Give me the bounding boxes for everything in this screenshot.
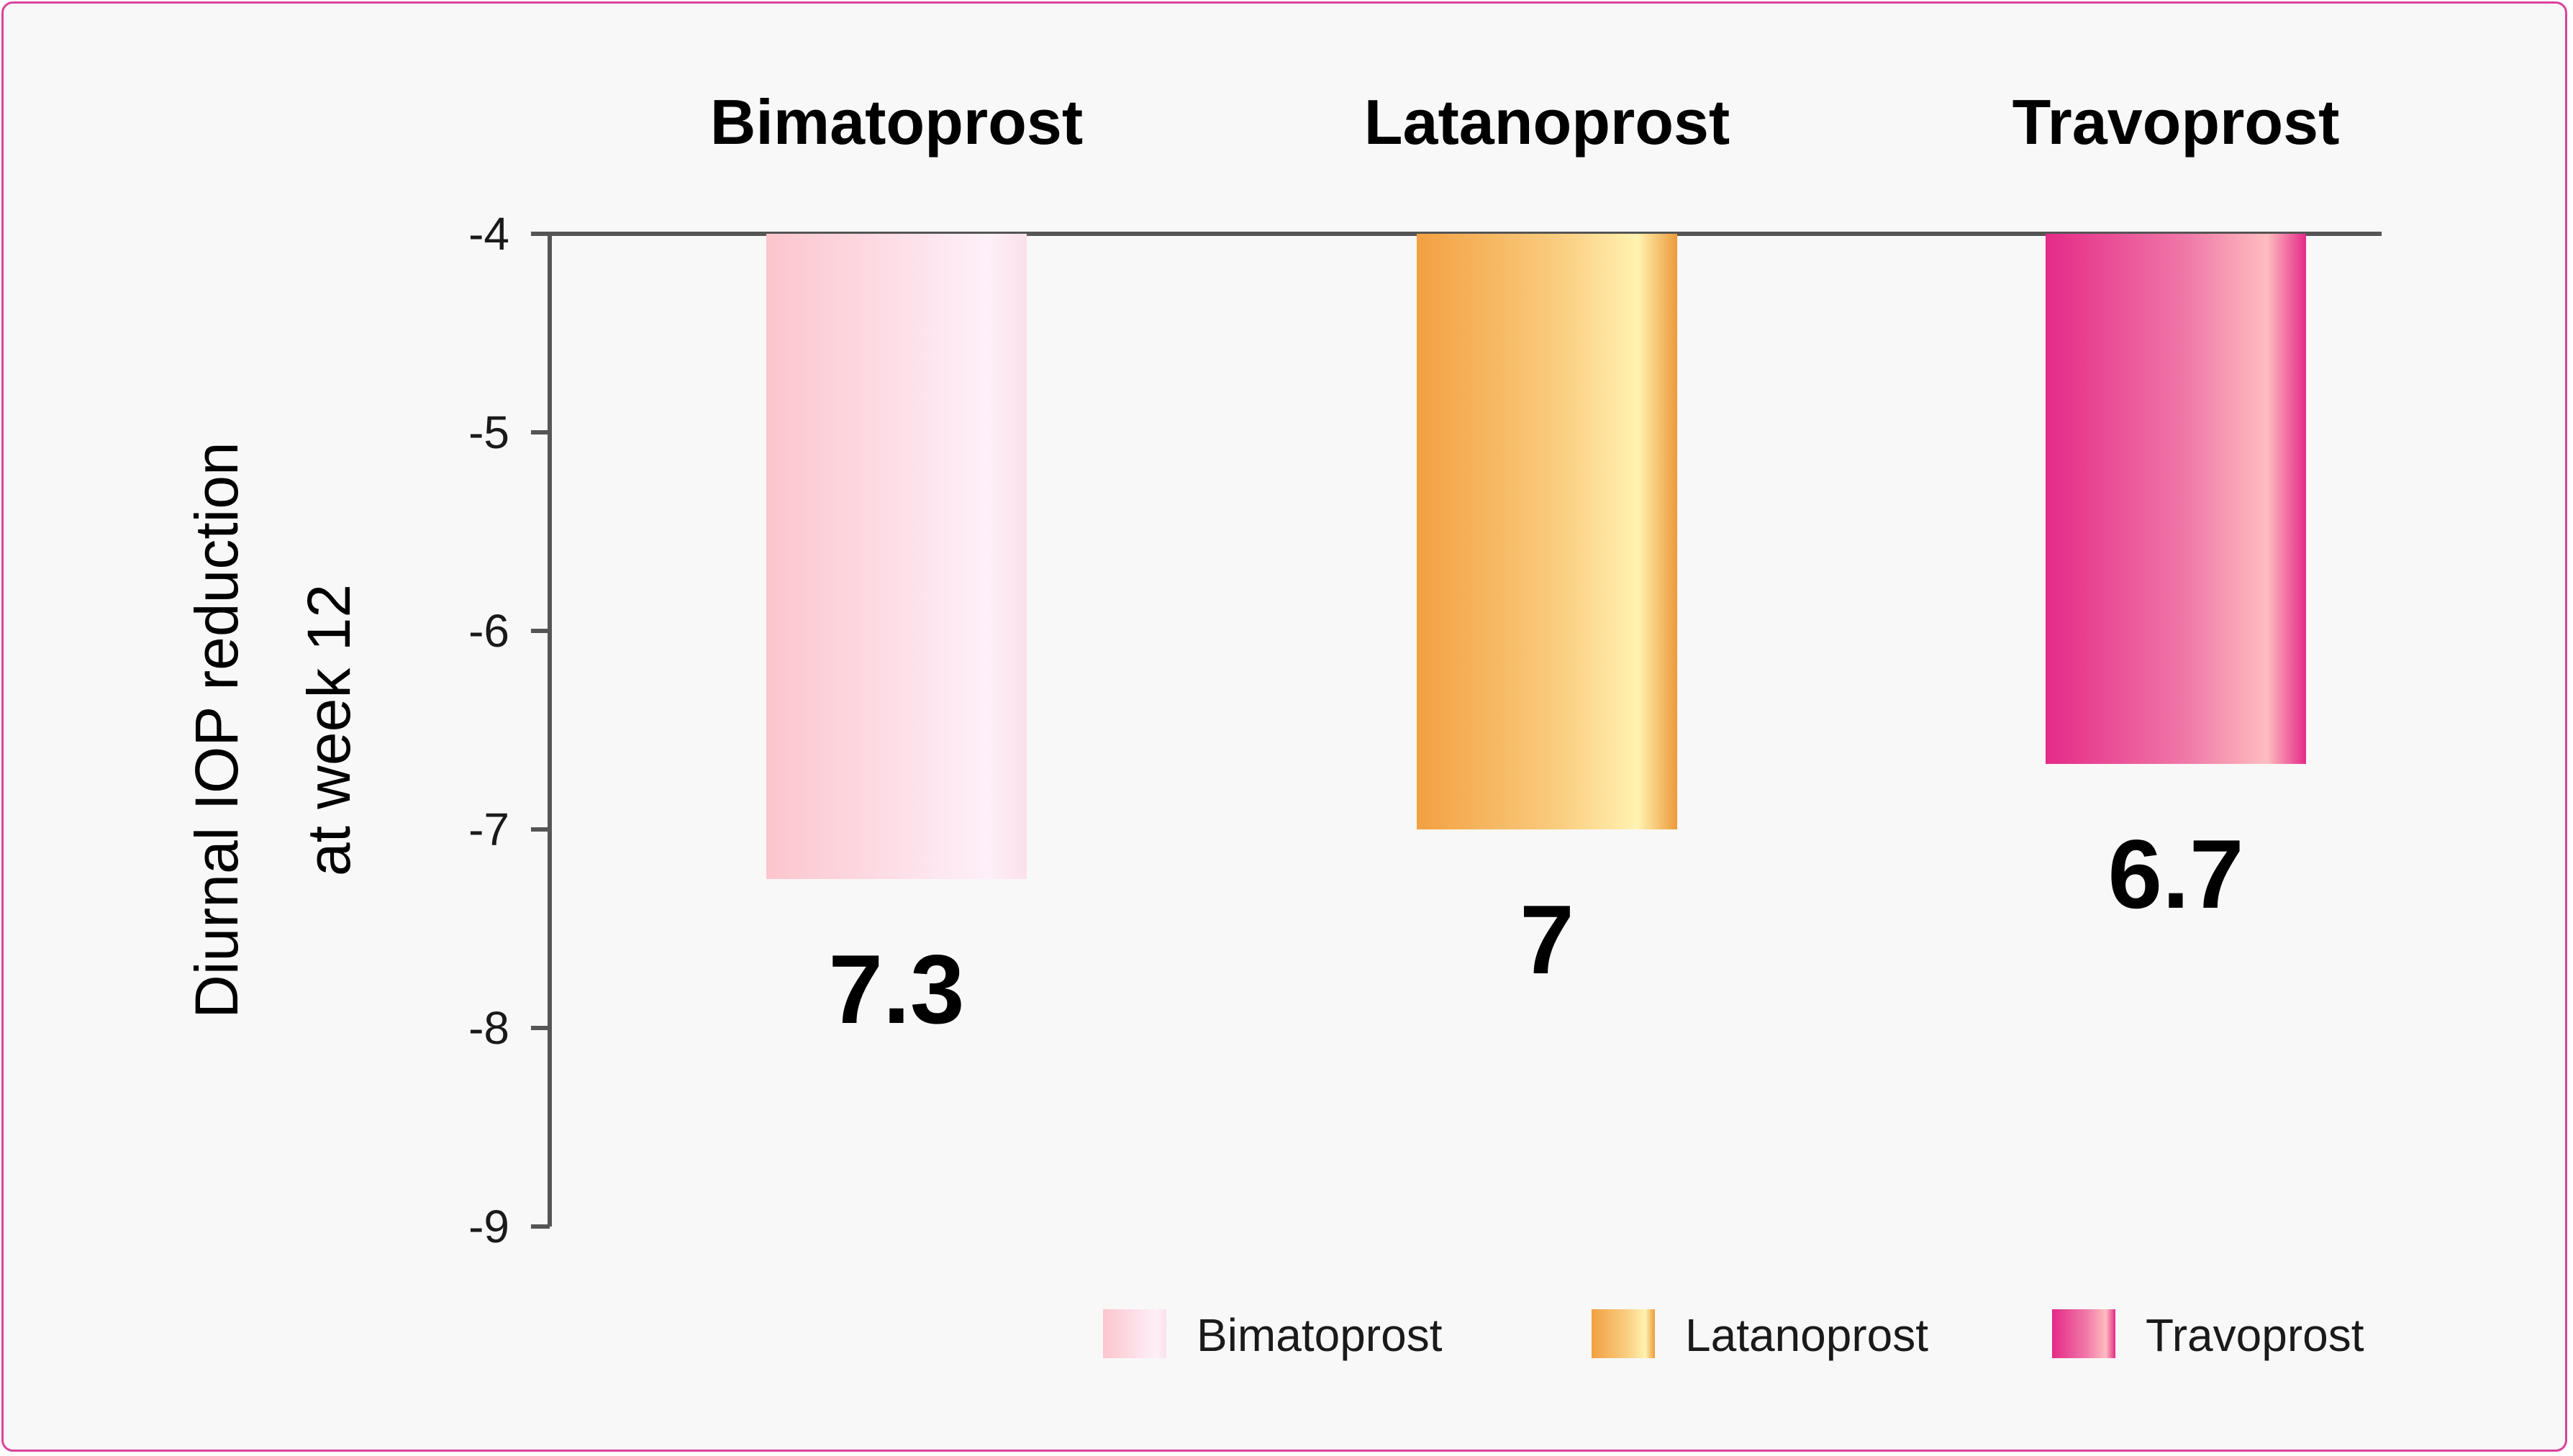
value-labels: 7.3 7 6.7 (828, 819, 2243, 1044)
value-label-travoprost: 6.7 (2107, 819, 2243, 929)
category-label-bimatoprost: Bimatoprost (710, 86, 1083, 158)
legend-label-travoprost: Travoprost (2146, 1309, 2364, 1361)
y-tick-label: -9 (468, 1201, 509, 1252)
legend-label-latanoprost: Latanoprost (1685, 1309, 1928, 1361)
y-tick-label: -5 (468, 406, 509, 458)
y-tick-label: -4 (468, 208, 509, 260)
category-labels: Bimatoprost Latanoprost Travoprost (710, 86, 2340, 158)
y-axis-title-line: at week 12 (295, 584, 363, 876)
y-axis-ticks: -4 -5 -6 -7 -8 -9 (468, 208, 550, 1252)
category-label-latanoprost: Latanoprost (1364, 86, 1730, 158)
category-label-travoprost: Travoprost (2012, 86, 2340, 158)
legend-swatch-travoprost (2052, 1309, 2115, 1358)
bar-latanoprost (1417, 234, 1677, 829)
bar-bimatoprost (766, 234, 1027, 879)
value-label-latanoprost: 7 (1520, 885, 1574, 994)
legend-swatch-latanoprost (1592, 1309, 1655, 1358)
y-axis-label: Diurnal IOP reduction at week 12 (183, 442, 363, 1019)
y-axis-title-line: Diurnal IOP reduction (183, 442, 250, 1019)
y-tick-label: -7 (468, 804, 509, 855)
bar-travoprost (2046, 234, 2306, 764)
y-axis-title: Diurnal IOP reduction at week 12 (183, 442, 363, 1019)
legend-swatch-bimatoprost (1103, 1309, 1166, 1358)
bar-series (766, 234, 2306, 879)
y-tick-label: -6 (468, 605, 509, 657)
value-label-bimatoprost: 7.3 (828, 934, 964, 1044)
legend-label-bimatoprost: Bimatoprost (1197, 1309, 1443, 1361)
y-tick-label: -8 (468, 1002, 509, 1054)
legend: Bimatoprost Latanoprost Travoprost (1103, 1309, 2364, 1361)
